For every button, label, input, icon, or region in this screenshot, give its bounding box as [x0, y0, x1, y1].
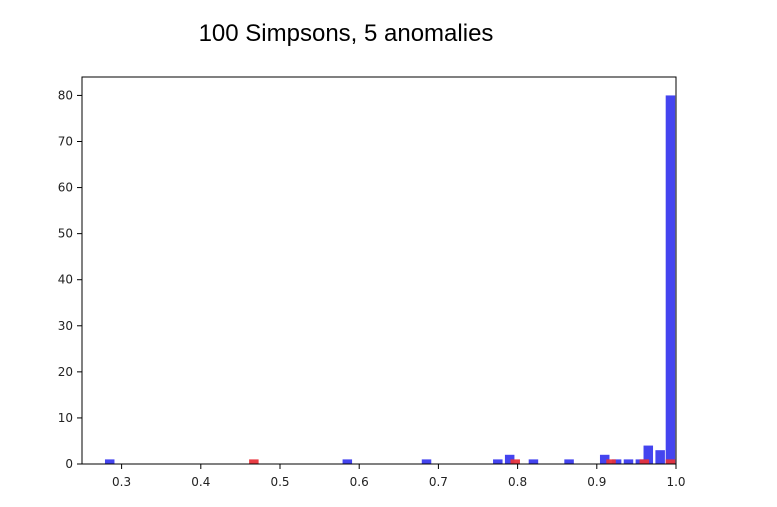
histogram-bar-series0-5 — [528, 459, 539, 464]
histogram-bar-series0-7 — [599, 454, 610, 464]
histogram-bar-series1-4 — [665, 459, 676, 464]
bars-layer — [104, 95, 676, 465]
histogram-bar-series1-3 — [639, 459, 650, 464]
chart-title: 100 Simpsons, 5 anomalies — [198, 20, 494, 47]
histogram-bar-series0-1 — [342, 459, 353, 464]
histogram-bar-series1-2 — [606, 459, 616, 464]
histogram-bar-series0-6 — [564, 459, 574, 464]
histogram-bar-series0-9 — [623, 459, 634, 464]
x-tick-label-2: 0.5 — [270, 475, 289, 489]
histogram-bar-series0-8 — [611, 459, 622, 464]
y-tick-label-8: 80 — [58, 88, 73, 102]
y-tick-label-5: 50 — [58, 227, 73, 241]
histogram-bar-series1-0 — [249, 459, 259, 464]
axes-layer: 0 10 20 30 40 50 60 70 80 0.3 0.4 0.5 0.6 0.7 0.8 0.9 1.… — [58, 88, 686, 489]
histogram-bar-series0-3 — [493, 459, 503, 464]
x-tick-label-1: 0.4 — [191, 475, 210, 489]
histogram-bar-series0-12 — [655, 450, 665, 464]
y-tick-label-7: 70 — [58, 135, 73, 149]
y-tick-label-1: 10 — [58, 411, 73, 425]
x-tick-label-6: 0.9 — [587, 475, 606, 489]
histogram-bar-series0-13 — [665, 95, 676, 465]
x-tick-label-7: 1.0 — [666, 475, 685, 489]
y-tick-label-2: 20 — [58, 365, 73, 379]
x-tick-label-5: 0.8 — [508, 475, 527, 489]
x-tick-label-0: 0.3 — [112, 475, 131, 489]
x-tick-label-4: 0.7 — [429, 475, 448, 489]
y-tick-label-4: 40 — [58, 273, 73, 287]
plot-frame — [81, 76, 677, 465]
histogram-bar-series0-11 — [643, 445, 654, 464]
x-tick-label-3: 0.6 — [350, 475, 369, 489]
histogram-bar-series0-4 — [504, 454, 515, 464]
histogram-bar-series0-0 — [104, 459, 115, 464]
y-tick-label-0: 0 — [65, 457, 73, 471]
histogram-bar-series1-1 — [510, 459, 520, 464]
histogram-bar-series0-2 — [421, 459, 432, 464]
y-tick-label-6: 60 — [58, 181, 73, 195]
y-tick-label-3: 30 — [58, 319, 73, 333]
